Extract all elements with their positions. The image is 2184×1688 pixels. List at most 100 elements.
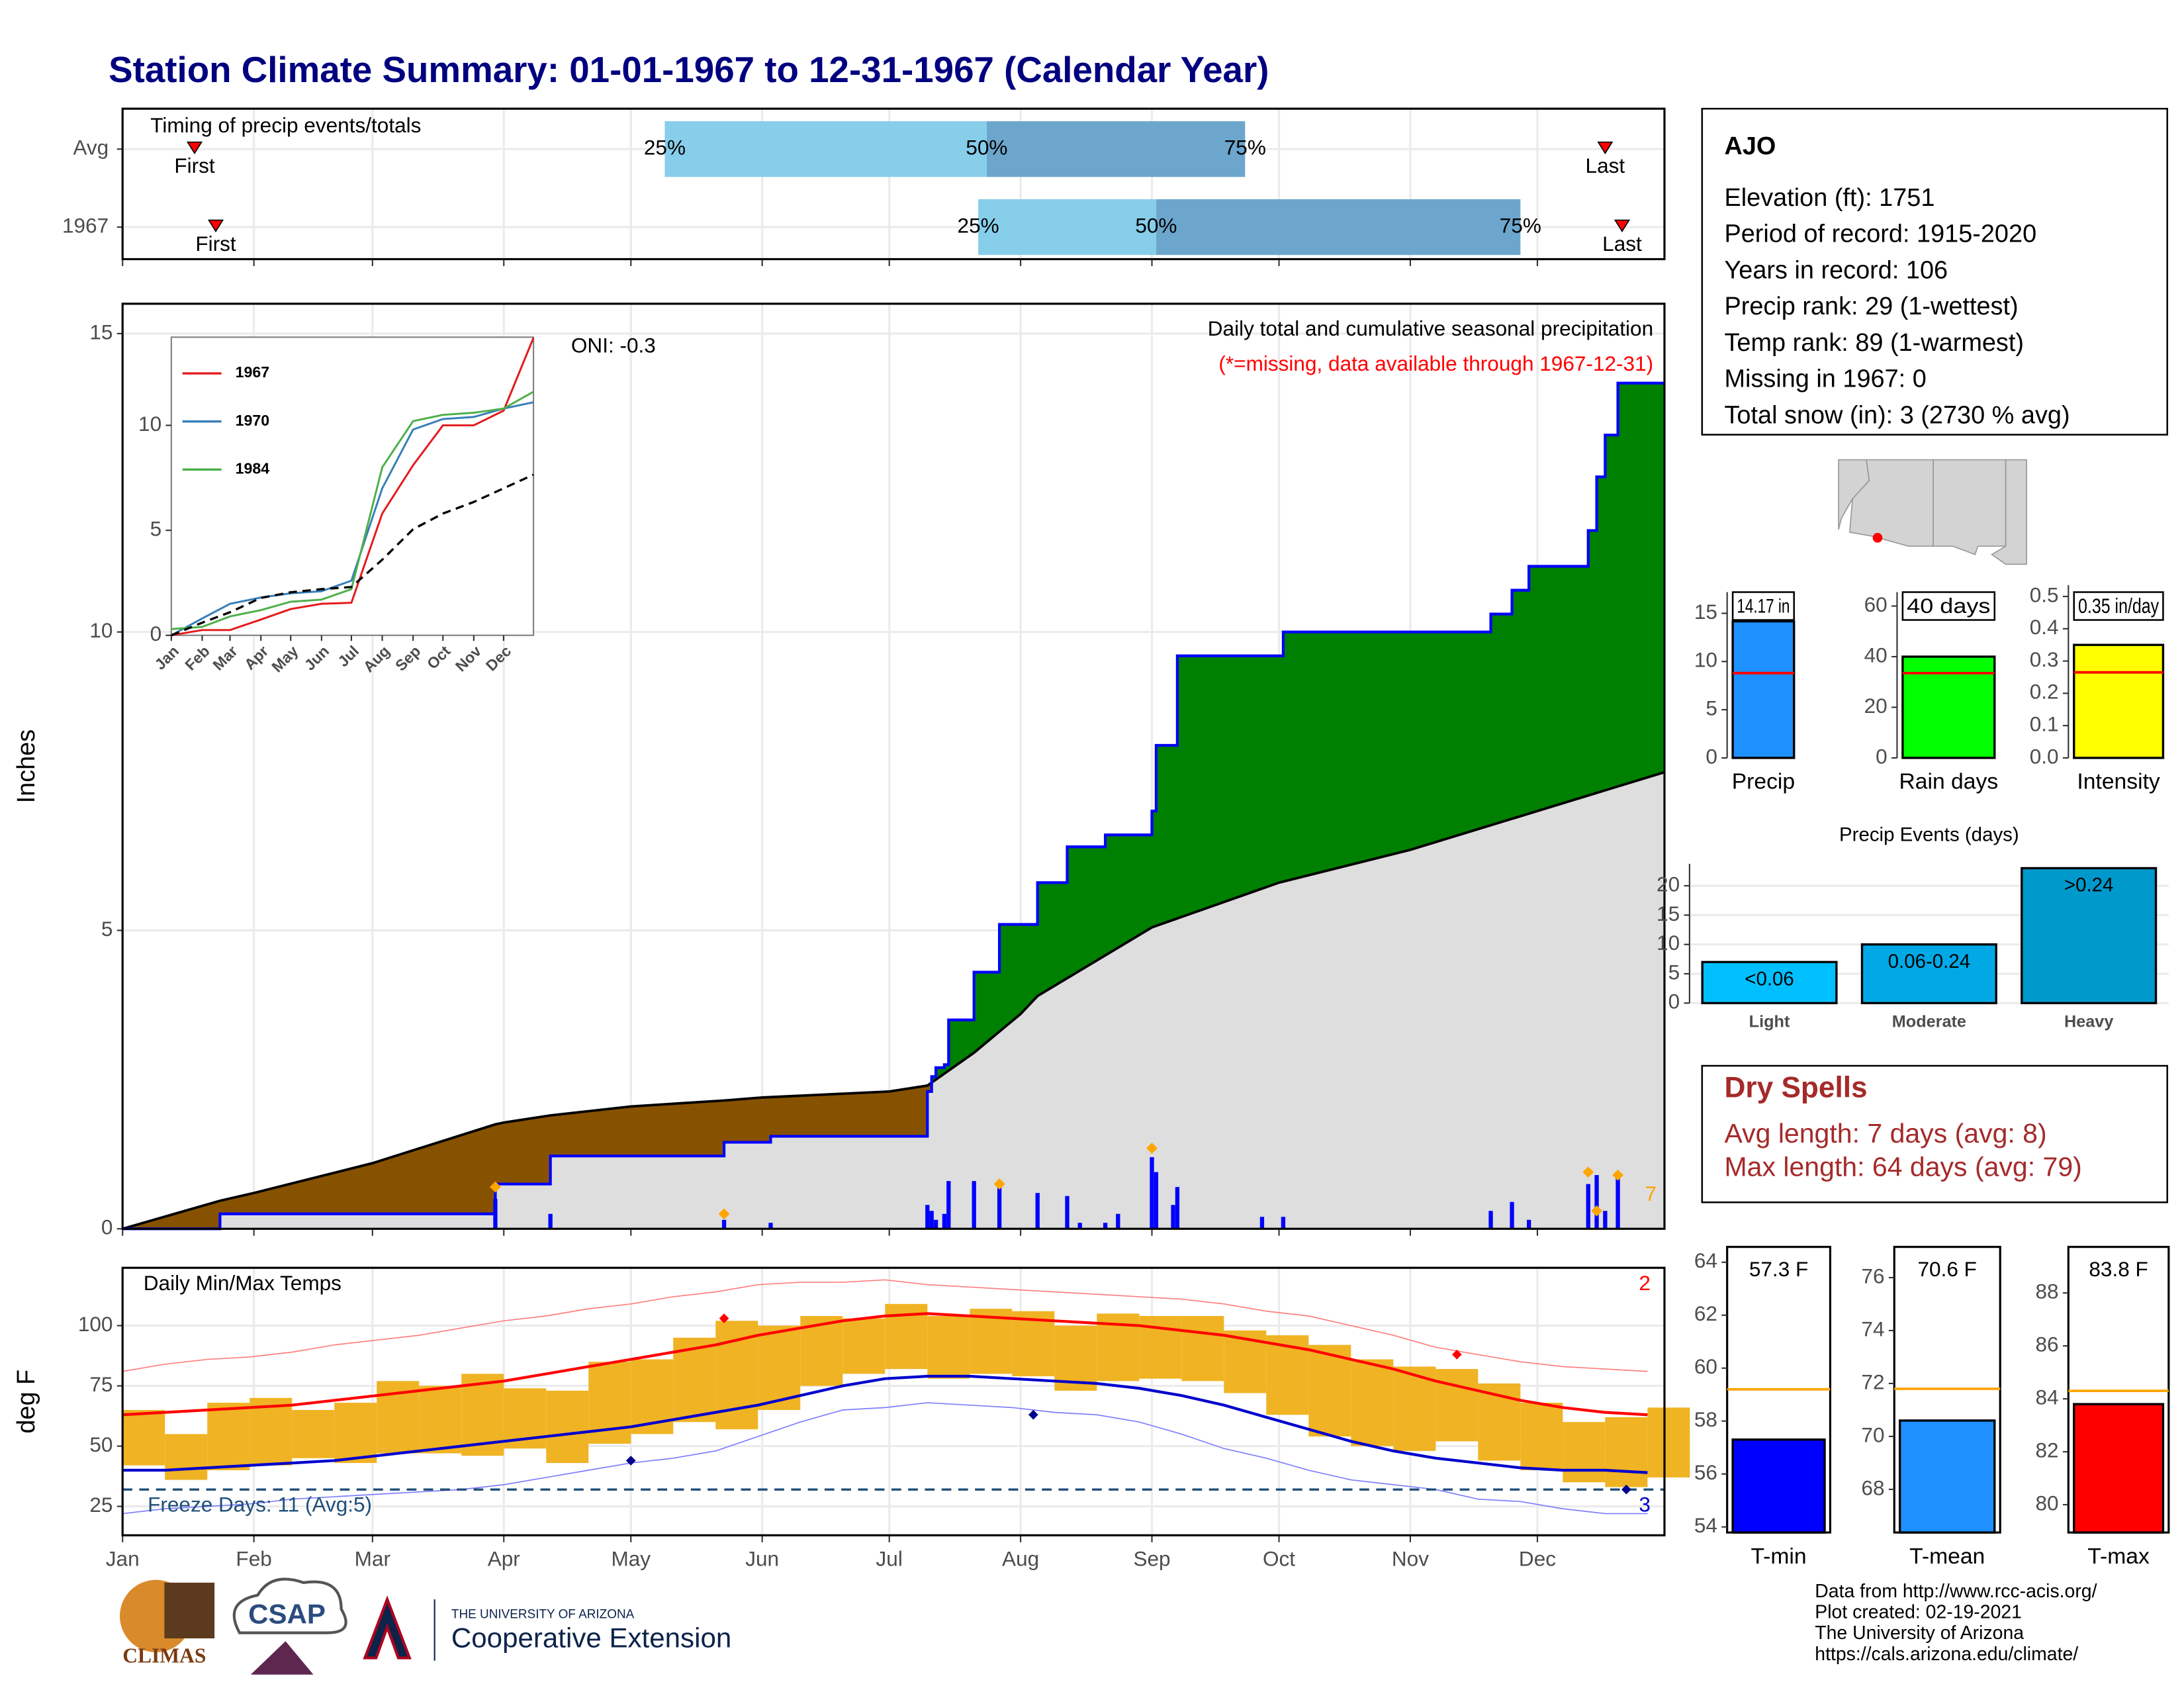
- y-tick-label: 82: [2035, 1438, 2058, 1462]
- y-tick-label: 72: [1861, 1370, 1884, 1393]
- y-tick-label: 0: [101, 1215, 113, 1239]
- daily-temp-bar: [1012, 1311, 1055, 1377]
- panel-title: Precip Events (days): [1839, 824, 2019, 846]
- daily-temp-bar: [250, 1397, 293, 1466]
- daily-bar: [1259, 1217, 1265, 1229]
- daily-bar: [1154, 1172, 1159, 1229]
- daily-temp-bar: [1605, 1417, 1648, 1487]
- y-tick-label: 0: [150, 622, 162, 645]
- value-label: 70.6 F: [1918, 1257, 1977, 1281]
- daily-bar: [1116, 1213, 1120, 1229]
- y-tick-label: 0.2: [2030, 680, 2059, 704]
- quartile-bar: [1156, 199, 1521, 256]
- y-tick-label: 20: [1864, 694, 1888, 718]
- daily-bar: [1077, 1223, 1082, 1229]
- dry-spells-title: Dry Spells: [1724, 1072, 1867, 1104]
- daily-bar: [1175, 1187, 1180, 1229]
- value-label: 14.17 in: [1737, 595, 1790, 617]
- high-count: 2: [1639, 1271, 1651, 1295]
- daily-temp-bar: [1393, 1366, 1436, 1451]
- y-tick-label: 15: [1657, 902, 1680, 925]
- value-label-box: [1901, 591, 1996, 621]
- daily-bar: [1586, 1184, 1590, 1229]
- category-label: Precip: [1732, 770, 1795, 794]
- y-tick-label: 1967: [62, 213, 109, 237]
- inset-line: [171, 391, 534, 630]
- daily-bar: [1510, 1201, 1514, 1229]
- quartile-label: 75%: [1224, 136, 1266, 160]
- quartile-label: 50%: [1135, 213, 1177, 237]
- daily-temp-bar: [842, 1318, 886, 1374]
- y-tick-label: 64: [1694, 1248, 1717, 1272]
- y-tick-label: 76: [1861, 1264, 1884, 1288]
- y-tick-label: 20: [1657, 872, 1680, 896]
- quartile-label: 50%: [966, 136, 1007, 160]
- station-line: Temp rank: 89 (1-warmest): [1724, 329, 2024, 357]
- x-tick-label: Nov: [1392, 1547, 1429, 1571]
- category-label: T-min: [1751, 1544, 1806, 1569]
- y-tick-label: 15: [1694, 600, 1717, 624]
- station-lines: Elevation (ft): 1751 Period of record: 19…: [1724, 184, 2070, 429]
- bar: [1898, 1419, 1996, 1534]
- y-axis-label: deg F: [13, 1370, 40, 1434]
- daily-temp-bar: [1181, 1316, 1224, 1382]
- category-label: Moderate: [1892, 1012, 1966, 1031]
- station-dot: [1872, 533, 1883, 543]
- panel-frame: [121, 107, 1666, 261]
- ua-text: THE UNIVERSITY OF ARIZONA: [451, 1607, 635, 1621]
- record-max-line: [122, 1279, 1648, 1372]
- y-tick-label: 0: [1876, 744, 1888, 768]
- timing-label: First: [174, 154, 215, 177]
- quartile-label: 25%: [958, 213, 999, 237]
- y-tick-label: 54: [1694, 1513, 1717, 1537]
- record-marker: [1451, 1349, 1462, 1360]
- category-label: Intensity: [2077, 770, 2160, 794]
- observed-line: [122, 381, 1664, 1231]
- category-label: Heavy: [2064, 1012, 2113, 1031]
- bar: [1901, 655, 1996, 759]
- dry-spells-line: Max length: 64 days (avg: 79): [1724, 1152, 2081, 1182]
- value-label-box: [1731, 591, 1795, 621]
- daily-bar: [1103, 1223, 1108, 1229]
- y-tick-label: 0.1: [2030, 712, 2059, 736]
- logos: CLIMAS CSAP THE UNIVERSITY OF ARIZONA Co…: [119, 1577, 731, 1675]
- timing-marker: [207, 219, 224, 232]
- y-tick-label: 60: [1864, 592, 1888, 616]
- daily-bar: [1065, 1196, 1069, 1229]
- quartile-bar: [664, 121, 987, 177]
- legend-label: 1967: [236, 363, 269, 381]
- footer: Data from http://www.rcc-acis.org/Plot c…: [1815, 1581, 2097, 1665]
- figure-title: Station Climate Summary: 01-01-1967 to 1…: [109, 49, 1269, 90]
- y-tick-label: 88: [2035, 1280, 2058, 1303]
- y-tick-label: 10: [89, 618, 113, 642]
- daily-temp-bar: [122, 1409, 165, 1466]
- panel-frame: [121, 1266, 1666, 1536]
- bar: [2073, 1403, 2165, 1534]
- record-marker: [1621, 1484, 1631, 1495]
- x-tick-label: Jul: [876, 1547, 903, 1571]
- x-tick-label: Jun: [745, 1547, 779, 1571]
- coop-text: Cooperative Extension: [451, 1622, 731, 1653]
- daily-temp-bar: [1520, 1403, 1563, 1471]
- daily-bar: [1615, 1178, 1620, 1229]
- footer-line: Data from http://www.rcc-acis.org/: [1815, 1581, 2097, 1602]
- location-map: [1838, 459, 2028, 565]
- y-tick-label: 0: [1668, 990, 1680, 1013]
- y-axis-label: Inches: [13, 729, 40, 804]
- y-tick-label: 0.4: [2030, 615, 2059, 639]
- x-tick-label: Feb: [236, 1547, 271, 1571]
- y-tick-label: Avg: [73, 136, 109, 160]
- panel-title: Daily Min/Max Temps: [144, 1271, 341, 1295]
- daily-temp-bar: [970, 1309, 1013, 1374]
- category-label: T-max: [2087, 1544, 2150, 1569]
- station-line: Period of record: 1915-2020: [1724, 220, 2036, 248]
- x-tick-label: Mar: [355, 1547, 390, 1571]
- legend-label: 1984: [236, 459, 270, 477]
- daily-bar: [721, 1219, 727, 1229]
- bar: [2073, 643, 2165, 759]
- low-count: 3: [1639, 1493, 1651, 1517]
- y-tick-label: 86: [2035, 1333, 2058, 1356]
- freeze-annotation: Freeze Days: 11 (Avg:5): [148, 1493, 372, 1517]
- y-tick-label: 5: [1706, 696, 1717, 720]
